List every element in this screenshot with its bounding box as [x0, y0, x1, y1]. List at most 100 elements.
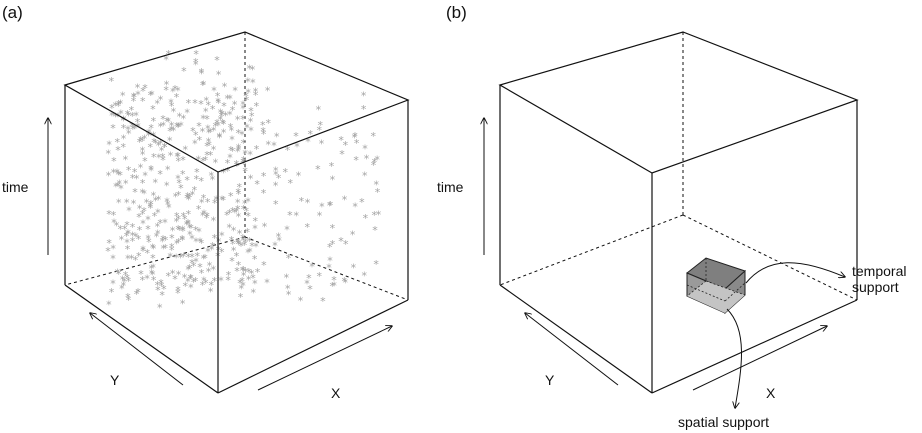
data-point: *: [208, 149, 214, 162]
data-point: *: [373, 258, 379, 271]
data-point: *: [227, 207, 233, 220]
data-point: *: [216, 97, 222, 110]
data-point: *: [372, 156, 378, 169]
data-point: *: [231, 244, 237, 257]
data-point: *: [125, 228, 131, 241]
data-point: *: [376, 208, 382, 221]
data-point: *: [305, 221, 311, 234]
data-point: *: [247, 62, 253, 75]
data-point: *: [133, 110, 139, 123]
data-point: *: [166, 270, 172, 283]
data-point: *: [115, 266, 121, 279]
data-point: *: [362, 270, 368, 283]
data-point: *: [141, 188, 147, 201]
data-point: *: [212, 275, 218, 288]
data-point: *: [131, 90, 137, 103]
data-point: *: [215, 90, 221, 103]
data-point: *: [235, 186, 241, 199]
data-point: *: [240, 280, 246, 293]
data-point: *: [176, 213, 182, 226]
data-point: *: [144, 196, 150, 209]
data-point: *: [180, 154, 186, 167]
data-point: *: [141, 205, 147, 218]
data-point: *: [145, 214, 151, 227]
data-point: *: [250, 76, 256, 89]
data-point: *: [148, 163, 154, 176]
data-point: *: [129, 104, 135, 117]
data-point: *: [150, 262, 156, 275]
data-point: *: [315, 163, 321, 176]
data-point: *: [260, 119, 266, 132]
data-point: *: [372, 209, 378, 222]
data-point: *: [211, 264, 217, 277]
data-point: *: [198, 98, 204, 111]
data-point: *: [298, 295, 304, 308]
data-point: *: [209, 279, 215, 292]
data-point: *: [178, 182, 184, 195]
data-point: *: [123, 154, 129, 167]
data-point: *: [174, 120, 180, 133]
data-point: *: [195, 250, 201, 263]
data-point: *: [174, 237, 180, 250]
data-point: *: [174, 216, 180, 229]
data-point: *: [242, 239, 248, 252]
data-point: *: [200, 112, 206, 125]
support-cube: [686, 257, 746, 315]
data-point: *: [140, 187, 146, 200]
data-point: *: [273, 165, 279, 178]
data-point: *: [342, 275, 348, 288]
data-point: *: [138, 134, 144, 147]
data-point: *: [187, 191, 193, 204]
data-point: *: [126, 294, 132, 307]
data-point: *: [130, 230, 136, 243]
data-point: *: [238, 291, 244, 304]
data-point: *: [246, 274, 252, 287]
data-point: *: [374, 178, 380, 191]
data-point: *: [200, 209, 206, 222]
data-point: *: [114, 219, 120, 232]
data-point: *: [182, 213, 188, 226]
data-point: *: [352, 131, 358, 144]
data-point: *: [206, 136, 212, 149]
data-point: *: [242, 198, 248, 211]
data-point: *: [319, 137, 325, 150]
data-point: *: [221, 194, 227, 207]
data-point: *: [150, 242, 156, 255]
data-point: *: [191, 276, 197, 289]
data-point: *: [194, 173, 200, 186]
data-point: *: [343, 276, 349, 289]
data-point: *: [214, 54, 220, 67]
data-point: *: [164, 195, 170, 208]
data-point: *: [105, 245, 111, 258]
panel-a: (a) ************************************…: [2, 3, 410, 401]
data-point: *: [234, 160, 240, 173]
data-point: *: [140, 177, 146, 190]
data-point: *: [351, 261, 357, 274]
data-point: *: [109, 286, 115, 299]
data-point: *: [110, 243, 116, 256]
data-point: *: [106, 208, 112, 221]
data-point: *: [119, 283, 125, 296]
data-point: *: [242, 165, 248, 178]
data-point: *: [181, 65, 187, 78]
data-point: *: [232, 85, 238, 98]
data-point: *: [156, 193, 162, 206]
data-point: *: [353, 154, 359, 167]
data-point: *: [150, 252, 156, 265]
data-point: *: [176, 121, 182, 134]
data-point: *: [171, 105, 177, 118]
data-point: *: [204, 212, 210, 225]
data-point: *: [155, 207, 161, 220]
data-point: *: [375, 186, 381, 199]
data-point: *: [240, 235, 246, 248]
data-point: *: [227, 151, 233, 164]
data-point: *: [206, 126, 212, 139]
data-point: *: [176, 269, 182, 282]
data-point: *: [162, 141, 168, 154]
panel-a-label: (a): [2, 3, 23, 22]
data-point: *: [219, 246, 225, 259]
data-point: *: [183, 143, 189, 156]
data-point: *: [199, 237, 205, 250]
data-point: *: [193, 224, 199, 237]
data-point: *: [299, 195, 305, 208]
